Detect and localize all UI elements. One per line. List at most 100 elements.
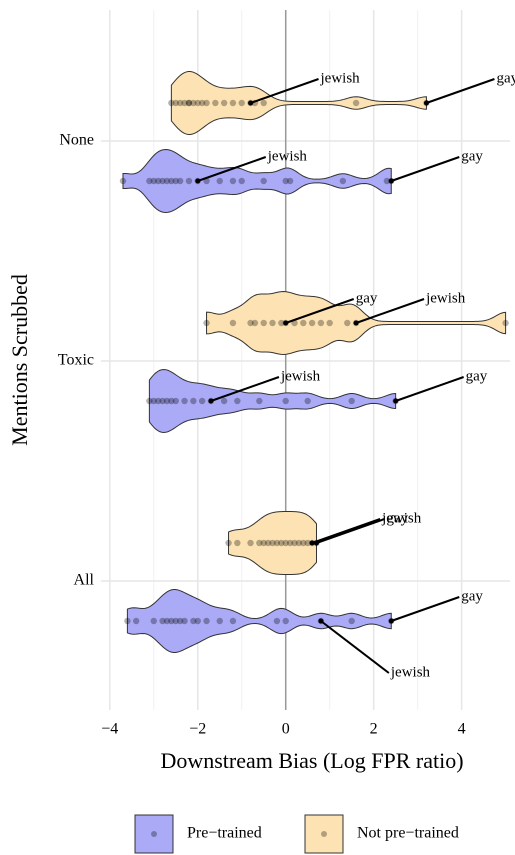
annotation: jewish [320, 70, 361, 86]
point [172, 177, 179, 185]
legend-dot [151, 831, 157, 837]
point [238, 99, 245, 107]
point [168, 617, 175, 625]
annotated-point [423, 100, 429, 106]
annotation-line [390, 596, 460, 622]
point [146, 177, 153, 185]
annotation-line [316, 518, 385, 544]
legend-dot [321, 831, 327, 837]
point [172, 397, 179, 405]
y-tick-label: All [74, 572, 95, 589]
point [251, 319, 259, 327]
point [348, 617, 355, 625]
point [229, 617, 237, 625]
point [273, 617, 281, 625]
point [159, 177, 166, 185]
point [278, 319, 285, 327]
annotation-line [390, 156, 460, 182]
point [181, 617, 188, 625]
annotation: gay [356, 290, 378, 306]
point [159, 397, 166, 405]
point [269, 539, 276, 547]
point [176, 99, 184, 107]
annotation-line [197, 156, 267, 182]
point [168, 177, 175, 185]
annotation-line [285, 298, 355, 324]
annotation: jewish [425, 290, 466, 306]
annotated-point [393, 398, 399, 404]
point [150, 617, 157, 625]
point [304, 397, 311, 405]
annotation: jewish [267, 148, 308, 164]
point [260, 539, 267, 547]
point [185, 99, 193, 107]
point [278, 539, 285, 547]
point [203, 99, 210, 107]
annotated-point [353, 320, 359, 326]
annotation: gay [496, 70, 515, 86]
point [203, 617, 210, 625]
point [119, 177, 127, 185]
point [172, 617, 179, 625]
annotation: gay [461, 588, 483, 604]
point [282, 177, 289, 185]
point [154, 397, 162, 405]
point [238, 177, 245, 185]
point [282, 539, 289, 547]
x-tick-label: −4 [101, 721, 118, 738]
point [300, 539, 307, 547]
point [304, 539, 311, 547]
y-tick-label: None [59, 132, 94, 149]
annotation: jewish [381, 510, 422, 526]
point [286, 539, 294, 547]
point [220, 99, 228, 107]
point [168, 397, 175, 405]
annotation: jewish [280, 368, 321, 384]
point [216, 177, 223, 185]
point [150, 177, 157, 185]
x-tick-label: 4 [458, 721, 466, 738]
y-tick-label: Toxic [58, 352, 94, 369]
point [172, 99, 179, 107]
point [159, 617, 166, 625]
legend-key [134, 814, 174, 854]
annotation: gay [461, 148, 483, 164]
annotation-line [311, 518, 381, 544]
point [383, 177, 391, 185]
point [181, 99, 188, 107]
annotated-point [388, 618, 394, 624]
point [234, 539, 241, 547]
point [216, 617, 223, 625]
x-axis-title: Downstream Bias (Log FPR ratio) [160, 748, 463, 773]
point [168, 99, 175, 107]
point [352, 99, 360, 107]
point [124, 617, 131, 625]
point [264, 539, 272, 547]
point [260, 99, 267, 107]
point [229, 99, 237, 107]
point [282, 617, 289, 625]
point [132, 617, 140, 625]
annotation-line [355, 298, 425, 324]
point [163, 177, 171, 185]
annotated-point [388, 178, 394, 184]
point [194, 99, 201, 107]
point [269, 319, 276, 327]
point [247, 539, 254, 547]
x-tick-label: −2 [189, 721, 206, 738]
point [185, 177, 193, 185]
annotated-point [318, 618, 324, 624]
point [185, 99, 193, 107]
x-tick-label: 0 [282, 721, 290, 738]
annotation-line [320, 620, 390, 674]
point [146, 397, 153, 405]
annotation: jewish [390, 664, 431, 680]
point [317, 319, 325, 327]
annotated-point [208, 398, 214, 404]
point [190, 617, 197, 625]
annotation-line [250, 78, 319, 104]
point [176, 617, 184, 625]
annotation: gay [386, 510, 408, 526]
annotated-point [309, 540, 315, 546]
